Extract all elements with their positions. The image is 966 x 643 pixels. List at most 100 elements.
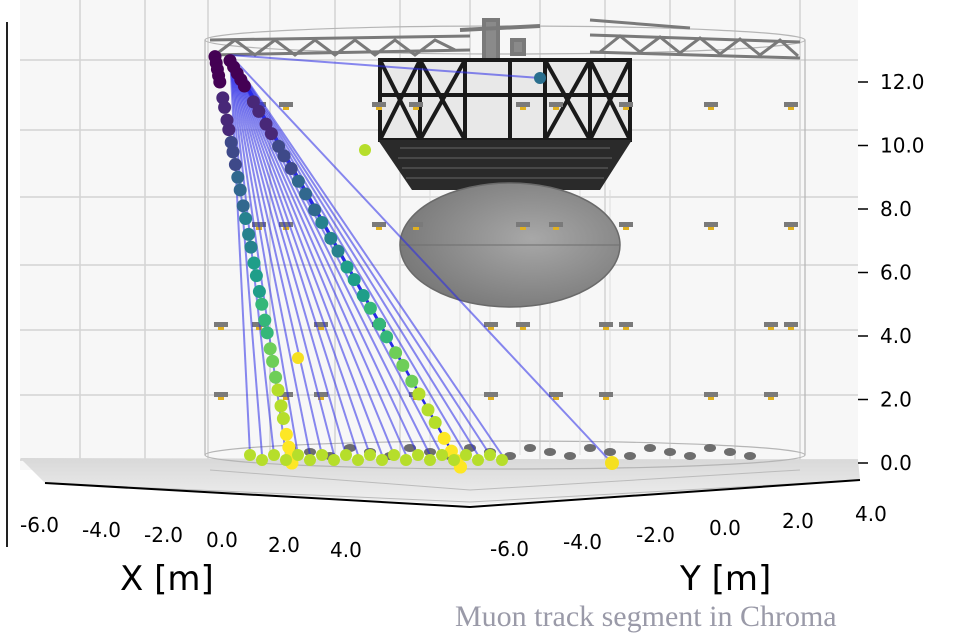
pmt-cap: [553, 227, 559, 230]
pmt: [619, 102, 633, 107]
hit-point: [376, 454, 388, 466]
hit-point: [268, 449, 280, 461]
hit-point: [308, 203, 322, 217]
pmt: [484, 392, 498, 397]
hit-point: [437, 431, 451, 445]
hit-point: [424, 454, 436, 466]
pmt: [409, 102, 423, 107]
pmt: [619, 222, 633, 227]
pmt: [744, 452, 756, 460]
pmt-cap: [553, 107, 559, 110]
pmt: [279, 222, 293, 227]
hit-point: [228, 158, 242, 172]
pmt: [704, 102, 718, 107]
muon-track: [229, 54, 335, 456]
hit-point: [436, 449, 448, 461]
y-tick-label: 4.0: [855, 502, 887, 526]
muon-track: [229, 54, 323, 456]
z-tick-label: 10.0: [880, 134, 925, 158]
hit-point-mid: [359, 144, 371, 156]
y-axis-ticks: -6.0 -4.0 -2.0 0.0 2.0 4.0: [490, 502, 887, 561]
pmt: [704, 392, 718, 397]
pmt: [684, 452, 696, 460]
x-tick-label: 0.0: [206, 528, 238, 552]
hit-point: [252, 104, 266, 118]
hit-point: [448, 454, 460, 466]
figure-caption: Muon track segment in Chroma: [455, 600, 837, 633]
pmt-cap: [218, 327, 224, 330]
hit-point: [356, 289, 370, 303]
pmt-cap: [218, 397, 224, 400]
hit-point: [263, 342, 277, 356]
hit-point: [218, 100, 232, 114]
hit-point: [284, 162, 298, 176]
hit-point: [412, 449, 424, 461]
muon-track: [229, 54, 263, 456]
hit-point: [237, 79, 251, 93]
pmt-cap: [603, 397, 609, 400]
pmt: [704, 222, 718, 227]
hit-point: [291, 174, 305, 188]
pmt: [704, 444, 716, 452]
hit-point: [400, 454, 412, 466]
muon-track: [229, 54, 407, 456]
pmt-cap: [376, 227, 382, 230]
muon-track: [229, 54, 251, 456]
hit-point: [340, 260, 354, 274]
pmt-cap: [283, 397, 289, 400]
hit-point: [279, 427, 293, 441]
x-tick-label: -6.0: [20, 513, 59, 537]
hit-point: [389, 346, 403, 360]
pmt: [516, 322, 530, 327]
muon-track: [229, 54, 503, 456]
pmt: [724, 448, 736, 456]
hit-point: [292, 449, 304, 461]
hit-point: [247, 256, 261, 270]
pmt-cap: [708, 227, 714, 230]
pmt-cap: [488, 327, 494, 330]
pmt: [544, 448, 556, 456]
hit-point: [239, 212, 253, 226]
hit-point: [244, 240, 258, 254]
hit-point: [484, 449, 496, 461]
hit-point: [255, 297, 269, 311]
hit-point: [222, 123, 236, 137]
pmt: [214, 322, 228, 327]
hit-points: [208, 50, 508, 474]
hit-point: [347, 273, 361, 287]
hit-point: [244, 449, 256, 461]
axis-lines: [44, 479, 861, 509]
pmt: [549, 222, 563, 227]
hit-point: [246, 95, 260, 109]
muon-track: [229, 54, 347, 456]
pmt: [604, 448, 616, 456]
hit-point: [271, 383, 285, 397]
muon-track: [229, 54, 541, 79]
pmt: [664, 448, 676, 456]
hit-point: [236, 199, 250, 213]
pmt-cap: [520, 107, 526, 110]
pmt-cap: [318, 397, 324, 400]
y-axis-title: Y [m]: [679, 559, 771, 599]
muon-track: [229, 54, 383, 456]
hit-point: [272, 139, 286, 153]
pmt: [314, 322, 328, 327]
pmt: [372, 102, 386, 107]
hit-point: [352, 454, 364, 466]
hit-point: [363, 301, 377, 315]
hit-point: [266, 354, 280, 368]
pmt-cap: [708, 107, 714, 110]
muon-track: [229, 54, 359, 456]
acrylic-sphere: [399, 182, 621, 308]
pmt-cap: [788, 327, 794, 330]
top-truss-right: [589, 18, 801, 60]
hit-point: [340, 449, 352, 461]
central-mast: [459, 18, 541, 62]
hit-point: [258, 313, 272, 327]
pmt: [644, 444, 656, 452]
hit-point: [264, 127, 278, 141]
pmt-cap: [413, 227, 419, 230]
pmt: [279, 392, 293, 397]
pmt-cap: [623, 327, 629, 330]
